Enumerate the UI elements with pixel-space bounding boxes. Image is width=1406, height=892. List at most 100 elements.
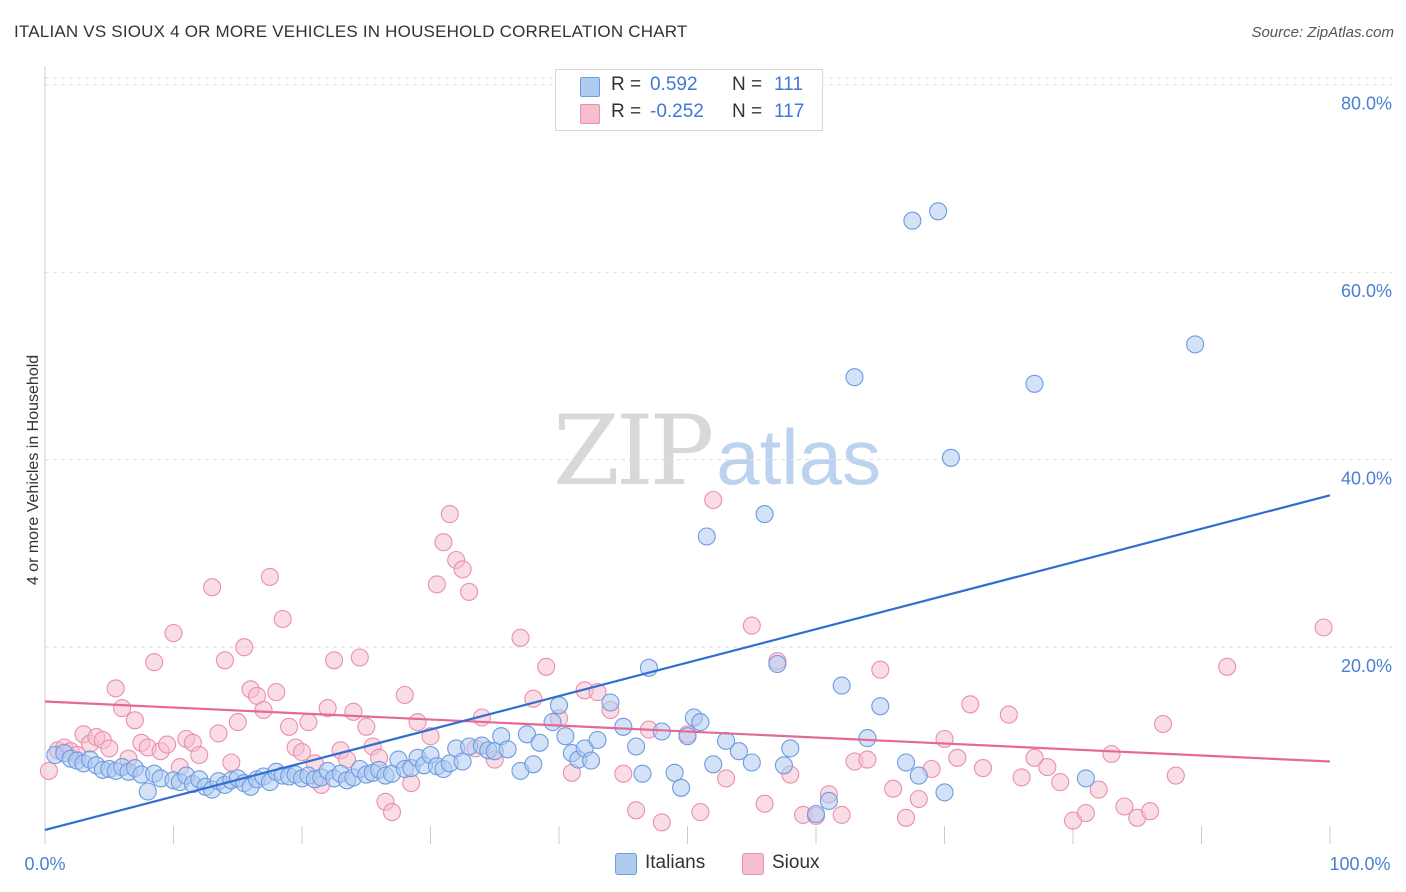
italians-point [806,804,826,824]
italians-point [549,696,569,715]
italians-point [543,713,562,732]
italians-point [453,752,472,771]
italians-point [896,753,916,772]
italians-point [871,697,890,716]
sioux-point [948,748,967,767]
sioux-swatch [580,104,600,124]
sioux-point [203,578,222,597]
sioux-point [704,490,723,510]
sioux-point [755,794,774,813]
correlation-legend: R = 0.592 N = 111 R = -0.252 N = 117 [555,69,823,131]
sioux-point [235,638,254,657]
sioux-point [1218,657,1237,676]
series-legend: Italians Sioux [0,852,1406,876]
italians-point [517,725,536,744]
italians-point [1025,374,1044,393]
sioux-point [961,695,980,714]
italians-point [903,211,922,230]
sioux-point [215,651,234,670]
sioux-point [896,808,916,827]
y-tick-label: 20.0% [1341,656,1392,676]
sioux-point [935,729,954,749]
sioux-point [145,653,164,672]
sioux-point [1314,618,1333,637]
italians-point [588,730,607,750]
sioux-r-label: R = [611,101,642,122]
italians-point [697,527,716,546]
sioux-point [614,764,633,783]
sioux-point [691,803,710,822]
sioux-point [260,567,279,586]
sioux-point [1166,766,1185,785]
sioux-point [254,700,273,720]
italians-point [627,737,646,756]
italians-point [929,202,948,221]
sioux-point [1012,768,1031,787]
italians-point [138,782,157,801]
sioux-n-value: 117 [774,101,805,122]
italians-point [819,791,838,810]
italians-point [909,766,928,785]
italians-point [935,783,954,802]
italians-n-label: N = [732,74,763,95]
italians-point [845,368,864,387]
sioux-point [421,727,440,746]
sioux-point [100,739,119,758]
sioux-point [427,575,446,594]
labels-layer: 20.0% 40.0% 60.0% 80.0% 0.0% 100.0% [24,94,1392,874]
sioux-point [453,560,472,579]
sioux-point [627,801,646,820]
sioux-point [460,582,479,601]
sioux-point [267,683,286,702]
italians-r-label: R = [611,74,642,95]
y-tick-label: 40.0% [1341,469,1392,489]
sioux-point [909,789,928,809]
sioux-point [537,657,556,676]
sioux-point [209,724,228,743]
sioux-point [106,679,125,698]
italians-point [672,778,691,797]
italians-point [582,751,601,770]
chart-title: ITALIAN VS SIOUX 4 OR MORE VEHICLES IN H… [14,22,688,41]
x-tick-label-min: 0.0% [24,854,65,874]
sioux-point [344,702,363,721]
italians-point [691,713,710,732]
sioux-point [652,813,671,832]
sioux-point [832,805,851,824]
sioux-point [434,533,453,552]
italians-point [1076,769,1095,788]
sioux-point [408,713,427,732]
italians-point [665,763,684,782]
italians-trendline [44,494,1331,832]
sioux-point [511,628,530,647]
italians-point [742,753,761,772]
italians-legend-swatch [615,853,637,875]
sioux-point [1115,797,1134,816]
sioux-point [273,609,292,629]
italians-point [633,764,652,783]
sioux-point [125,711,144,730]
sioux-point [1076,804,1095,823]
axis-layer [44,66,1331,844]
sioux-point [1153,714,1173,734]
sioux-point [292,743,312,762]
italians-point [781,739,800,758]
italians-point [941,448,960,467]
sioux-point [325,651,344,670]
y-tick-label: 80.0% [1341,94,1392,114]
sioux-point [222,753,241,772]
sioux-r-value: -0.252 [650,101,704,122]
sioux-point [164,624,183,643]
italians-n-value: 111 [774,74,803,95]
watermark-zip: ZIP [553,395,714,507]
sioux-point [1141,802,1160,821]
sioux-point [158,735,177,754]
points-layer [39,202,1333,832]
y-axis-label: 4 or more Vehicles in Household [25,355,42,585]
sioux-point [440,505,459,524]
italians-point [729,742,748,761]
italians-legend-label: Italians [645,852,706,873]
sioux-point [350,648,369,667]
sioux-point [884,779,903,798]
